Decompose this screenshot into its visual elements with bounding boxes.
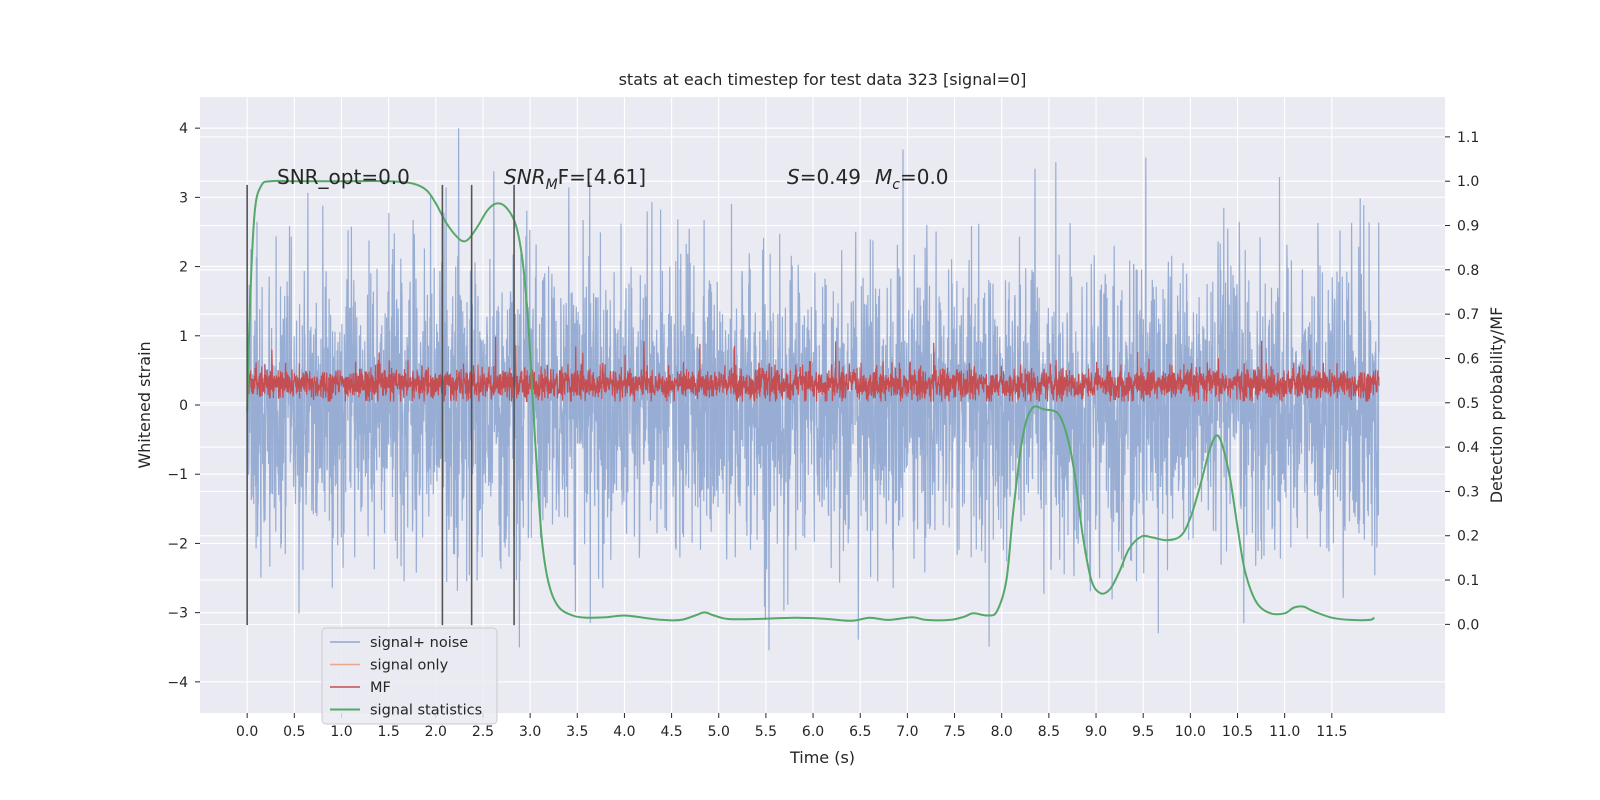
x-tick-label: 8.0 xyxy=(991,724,1013,740)
x-tick-label: 3.5 xyxy=(566,724,588,740)
chart-title: stats at each timestep for test data 323… xyxy=(619,70,1027,89)
x-tick-label: 0.5 xyxy=(283,724,305,740)
y-tick-label: −3 xyxy=(167,606,188,622)
series-signal-noise xyxy=(246,128,1380,651)
annotation-snr-mf: SNRMF=[4.61] xyxy=(504,165,646,193)
legend-box xyxy=(321,627,498,725)
y-tick-label: −1 xyxy=(167,467,188,483)
y-tick-label: −4 xyxy=(167,675,188,691)
x-axis: 0.0 0.5 1.0 1.5 2.0 2.5 3.0 3.5 4.0 4.5 5.0 5.5 6.0 6… xyxy=(236,713,1347,740)
series-mf xyxy=(246,336,1380,403)
y-axis-right: 0.0 0.1 0.2 0.3 0.4 0.5 0.6 0.7 0.8 0.9 1.0 1.1 xyxy=(1445,130,1479,633)
x-tick-label: 9.5 xyxy=(1132,724,1154,740)
y-right-tick-label: 1.0 xyxy=(1457,174,1479,190)
annotation-s-mc: S=0.49 Mc=0.0 xyxy=(787,165,949,193)
legend-label: signal statistics xyxy=(370,703,482,719)
x-tick-label: 6.0 xyxy=(802,724,824,740)
x-tick-label: 10.5 xyxy=(1222,724,1253,740)
mc-subscript: c xyxy=(892,177,900,193)
x-tick-label: 9.0 xyxy=(1085,724,1107,740)
y-tick-label: −2 xyxy=(167,536,188,552)
x-tick-label: 5.0 xyxy=(708,724,730,740)
x-tick-label: 1.0 xyxy=(330,724,352,740)
x-tick-label: 1.5 xyxy=(378,724,400,740)
mc-value: =0.0 xyxy=(900,165,949,189)
y-right-tick-label: 0.0 xyxy=(1457,617,1479,633)
mc-symbol: M xyxy=(875,165,892,189)
x-tick-label: 2.0 xyxy=(425,724,447,740)
x-tick-label: 11.5 xyxy=(1316,724,1347,740)
y-right-tick-label: 0.7 xyxy=(1457,307,1479,323)
x-axis-label: Time (s) xyxy=(789,748,855,767)
legend: signal+ noise signal only MF signal statist… xyxy=(321,627,498,725)
s-symbol: S xyxy=(787,165,800,189)
y-tick-label: 4 xyxy=(179,121,188,137)
y-right-tick-label: 0.8 xyxy=(1457,263,1479,279)
y-right-tick-label: 0.5 xyxy=(1457,396,1479,412)
legend-label: signal+ noise xyxy=(370,635,468,651)
series-signal-statistics xyxy=(246,179,1375,622)
x-tick-label: 4.5 xyxy=(660,724,682,740)
x-tick-label: 5.5 xyxy=(755,724,777,740)
annotation-snr-opt: SNR_opt=0.0 xyxy=(277,165,410,189)
snr-mf-value: F=[4.61] xyxy=(558,165,646,189)
legend-label: MF xyxy=(370,680,391,696)
x-tick-label: 0.0 xyxy=(236,724,258,740)
y-tick-label: 0 xyxy=(179,398,188,414)
y-right-tick-label: 0.4 xyxy=(1457,440,1479,456)
y-right-tick-label: 0.6 xyxy=(1457,351,1479,367)
y-right-tick-label: 1.1 xyxy=(1457,130,1479,146)
y-tick-label: 3 xyxy=(179,190,188,206)
vertical-markers xyxy=(246,184,515,626)
snr-mf-subscript: M xyxy=(546,177,558,193)
x-tick-label: 10.0 xyxy=(1175,724,1206,740)
x-tick-label: 3.0 xyxy=(519,724,541,740)
x-tick-label: 8.5 xyxy=(1038,724,1060,740)
x-tick-label: 11.0 xyxy=(1269,724,1300,740)
x-tick-label: 7.0 xyxy=(896,724,918,740)
legend-label: signal only xyxy=(370,658,449,674)
x-tick-label: 7.5 xyxy=(943,724,965,740)
y-axis-label: Whitened strain xyxy=(135,341,154,468)
y-tick-label: 1 xyxy=(179,329,188,345)
y-tick-label: 2 xyxy=(179,260,188,276)
y-right-tick-label: 0.1 xyxy=(1457,573,1479,589)
y-axis-left: −4 −3 −2 −1 0 1 2 3 4 xyxy=(167,121,200,691)
snr-mf-symbol: SNR xyxy=(504,165,546,189)
x-tick-label: 4.0 xyxy=(613,724,635,740)
s-value: =0.49 xyxy=(800,165,861,189)
series-layer xyxy=(246,128,1380,651)
y-right-tick-label: 0.9 xyxy=(1457,219,1479,235)
x-tick-label: 2.5 xyxy=(472,724,494,740)
y-axis-right-label: Detection probability/MF xyxy=(1487,307,1506,504)
y-right-tick-label: 0.2 xyxy=(1457,529,1479,545)
x-tick-label: 6.5 xyxy=(849,724,871,740)
y-right-tick-label: 0.3 xyxy=(1457,484,1479,500)
